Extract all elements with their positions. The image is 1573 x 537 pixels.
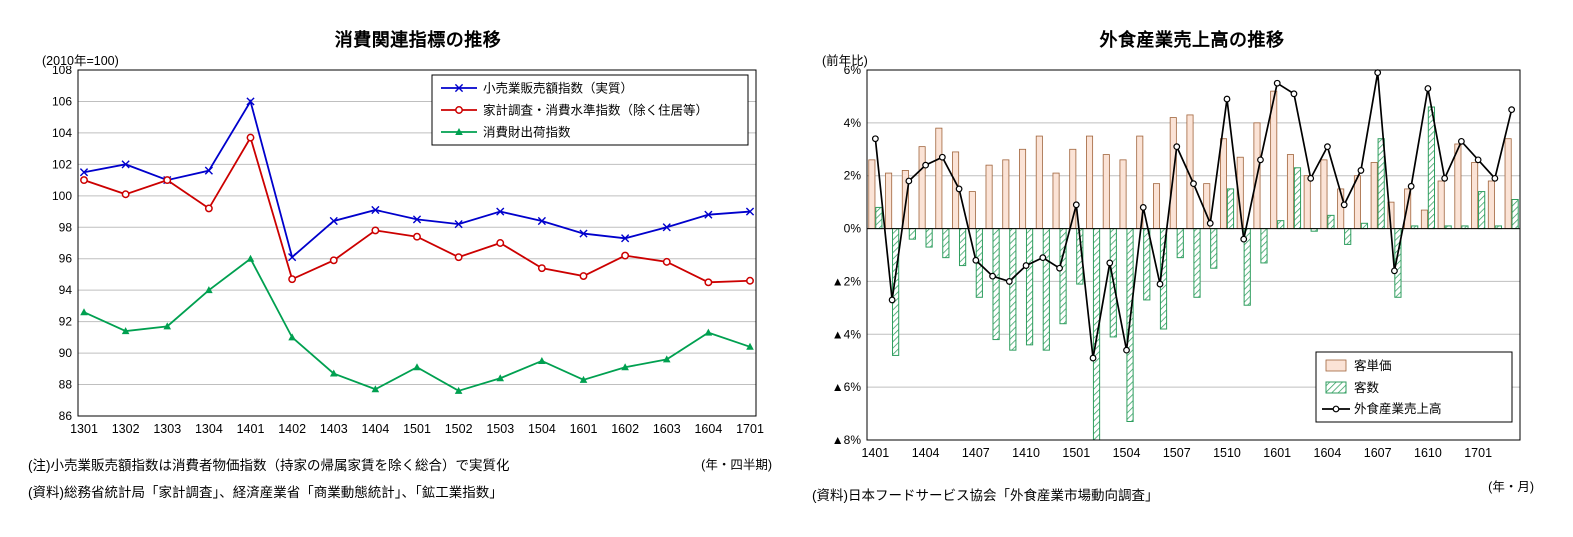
svg-text:1407: 1407 — [962, 446, 990, 460]
svg-text:1604: 1604 — [1314, 446, 1342, 460]
svg-text:102: 102 — [52, 157, 72, 171]
consumption-note-2: (資料)総務省統計局「家計調査」、経済産業省「商業動態統計」、「鉱工業指数」 — [28, 485, 503, 500]
svg-text:1607: 1607 — [1364, 446, 1392, 460]
svg-text:2%: 2% — [844, 169, 862, 183]
svg-text:104: 104 — [52, 126, 72, 140]
svg-text:1610: 1610 — [1414, 446, 1442, 460]
consumption-chart-panel: 消費関連指標の推移 (2010年=100) 86 88 90 92 94 96 98 100 1… — [28, 26, 796, 526]
svg-text:1510: 1510 — [1213, 446, 1241, 460]
svg-text:1302: 1302 — [112, 422, 140, 436]
svg-text:1602: 1602 — [611, 422, 639, 436]
svg-text:1304: 1304 — [195, 422, 223, 436]
svg-text:1303: 1303 — [153, 422, 181, 436]
svg-text:98: 98 — [59, 220, 73, 234]
svg-text:1410: 1410 — [1012, 446, 1040, 460]
svg-text:1504: 1504 — [528, 422, 556, 436]
svg-text:1507: 1507 — [1163, 446, 1191, 460]
svg-text:90: 90 — [59, 346, 73, 360]
svg-text:1401: 1401 — [237, 422, 265, 436]
svg-text:1404: 1404 — [912, 446, 940, 460]
restaurant-source-note: (資料)日本フードサービス協会「外食産業市場動向調査」 — [812, 488, 1159, 503]
restaurant-chart-panel: 外食産業売上高の推移 (前年比) ▲8% ▲6% ▲4% ▲2% 0% 2% 4% 6% 140… — [812, 26, 1562, 526]
consumption-chart-title: 消費関連指標の推移 — [334, 30, 502, 50]
svg-text:客単価: 客単価 — [1354, 358, 1392, 373]
svg-text:▲6%: ▲6% — [832, 380, 862, 394]
svg-text:1604: 1604 — [694, 422, 722, 436]
svg-text:外食産業売上高: 外食産業売上高 — [1354, 401, 1442, 416]
svg-text:1501: 1501 — [1062, 446, 1090, 460]
svg-text:家計調査・消費水準指数（除く住居等）: 家計調査・消費水準指数（除く住居等） — [483, 103, 708, 118]
svg-text:1601: 1601 — [570, 422, 598, 436]
svg-text:94: 94 — [59, 283, 73, 297]
svg-text:小売業販売額指数（実質）: 小売業販売額指数（実質） — [483, 81, 633, 96]
svg-text:1504: 1504 — [1113, 446, 1141, 460]
restaurant-chart-title: 外食産業売上高の推移 — [1099, 30, 1285, 50]
restaurant-x-axis-unit: (年・月) — [1488, 480, 1534, 494]
svg-text:1503: 1503 — [486, 422, 514, 436]
consumption-note-1: (注)小売業販売額指数は消費者物価指数（持家の帰属家賃を除く総合）で実質化 — [28, 458, 510, 473]
consumption-x-axis-unit: (年・四半期) — [701, 458, 772, 472]
svg-text:96: 96 — [59, 252, 73, 266]
svg-text:▲2%: ▲2% — [832, 274, 862, 288]
svg-text:4%: 4% — [844, 116, 862, 130]
svg-text:1701: 1701 — [1464, 446, 1492, 460]
restaurant-chart-svg: ▲8% ▲6% ▲4% ▲2% 0% 2% 4% 6% 1401 1404 1407 1410 1501… — [832, 66, 1521, 460]
restaurant-unit-label: (前年比) — [822, 54, 868, 68]
svg-text:92: 92 — [59, 315, 73, 329]
svg-text:1404: 1404 — [361, 422, 389, 436]
svg-text:▲8%: ▲8% — [832, 433, 862, 447]
svg-text:108: 108 — [52, 66, 72, 77]
svg-text:1401: 1401 — [861, 446, 889, 460]
svg-text:1701: 1701 — [736, 422, 764, 436]
svg-text:106: 106 — [52, 94, 72, 108]
svg-text:1603: 1603 — [653, 422, 681, 436]
svg-text:客数: 客数 — [1354, 380, 1380, 395]
svg-text:消費財出荷指数: 消費財出荷指数 — [483, 125, 571, 140]
svg-text:6%: 6% — [844, 66, 862, 77]
svg-text:86: 86 — [59, 409, 73, 423]
svg-text:1601: 1601 — [1263, 446, 1291, 460]
svg-text:88: 88 — [59, 378, 73, 392]
svg-text:1402: 1402 — [278, 422, 306, 436]
svg-text:▲4%: ▲4% — [832, 327, 862, 341]
svg-text:1403: 1403 — [320, 422, 348, 436]
svg-text:1301: 1301 — [70, 422, 98, 436]
svg-text:1502: 1502 — [445, 422, 473, 436]
consumption-chart-svg: 86 88 90 92 94 96 98 100 102 104 106 108 1301 1302 130… — [52, 66, 764, 436]
consumption-unit-label: (2010年=100) — [42, 54, 119, 68]
svg-text:0%: 0% — [844, 222, 862, 236]
svg-text:100: 100 — [52, 189, 72, 203]
svg-text:1501: 1501 — [403, 422, 431, 436]
